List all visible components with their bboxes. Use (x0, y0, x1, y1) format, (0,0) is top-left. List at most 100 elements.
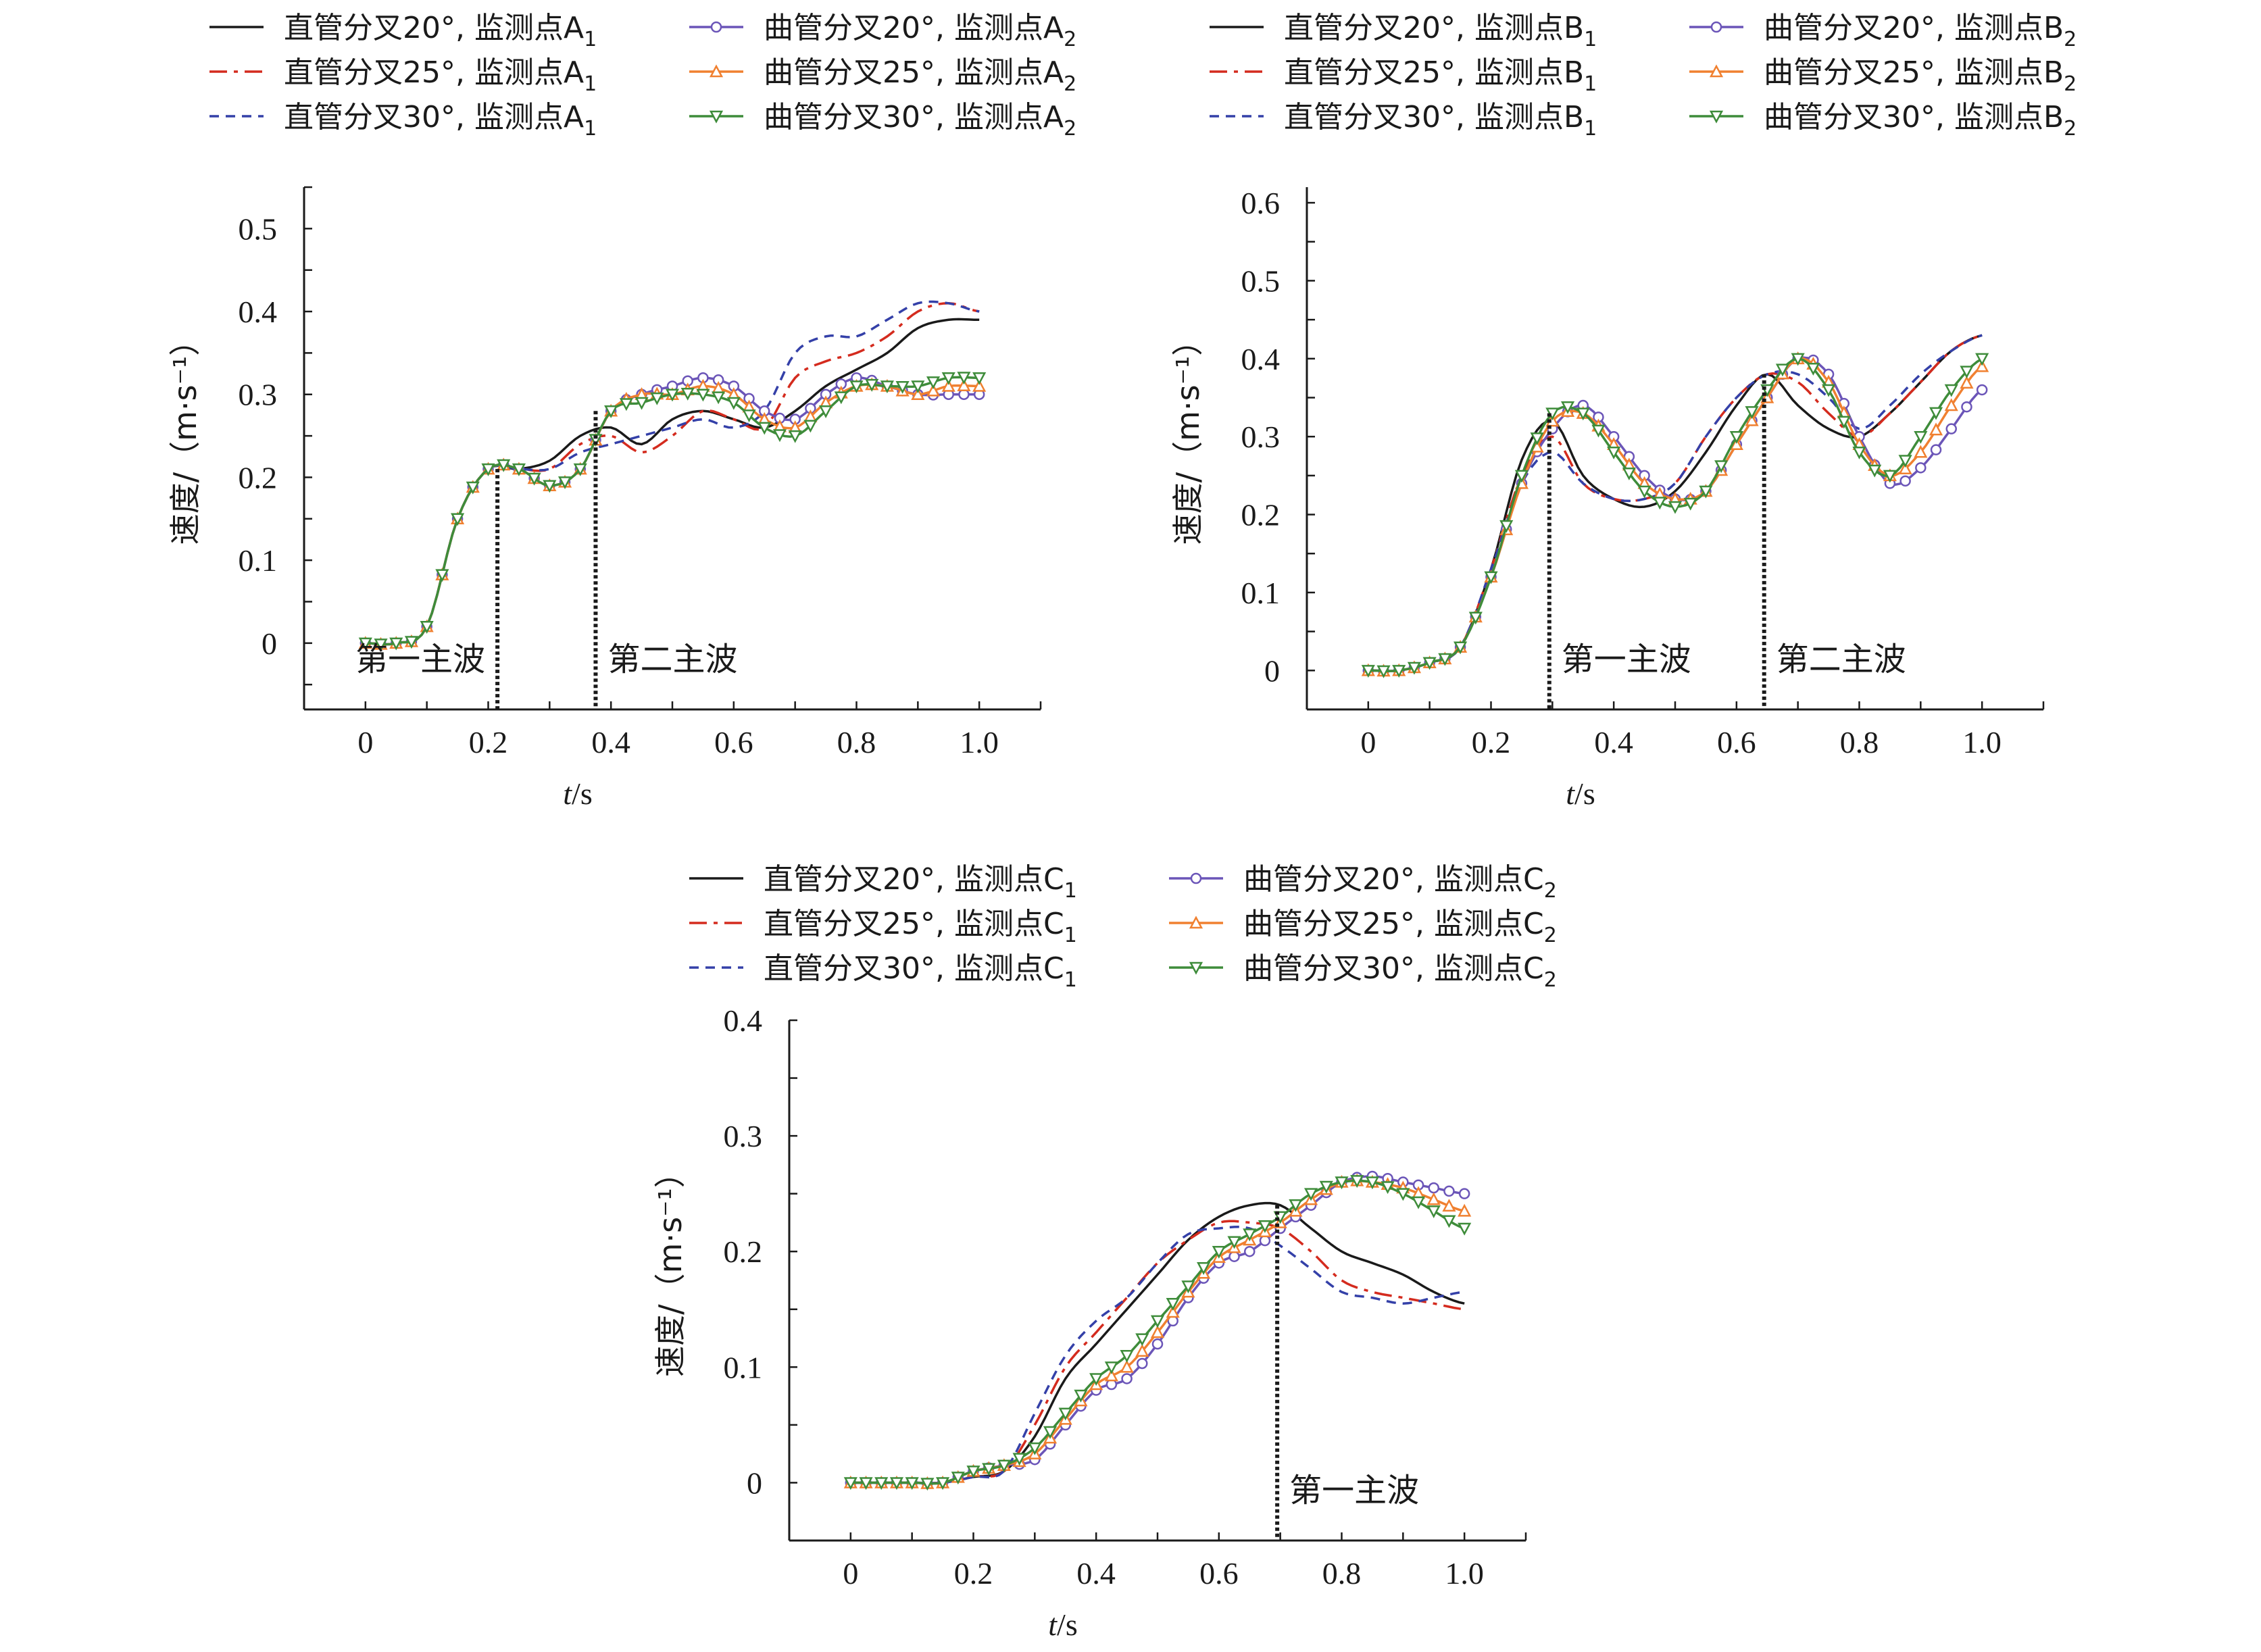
y-axis-label: 速度/（m·s⁻¹） (167, 325, 203, 545)
data-point (1729, 437, 1743, 450)
data-point (358, 637, 372, 651)
legend-marker (1710, 21, 1722, 33)
data-point (803, 420, 818, 433)
data-point (696, 389, 710, 402)
data-point (1944, 398, 1958, 411)
y-axis-label: 速度/（m·s⁻¹） (1170, 325, 1206, 545)
chart-B: 0 0.2 0.4 0.6 0.8 1.0 0 0.1 0.2 0.3 0.4 0.5 0.6 速度/（m… (1170, 11, 2077, 811)
data-point (1683, 497, 1697, 511)
data-point (1945, 423, 1957, 434)
data-point (1898, 455, 1912, 468)
legend-entry: 曲管分叉30°, 监测点C2 (1243, 951, 1557, 992)
data-point (420, 621, 434, 634)
y-tick-label: 0.2 (1241, 498, 1281, 532)
data-point (1381, 1181, 1395, 1195)
data-point (1422, 657, 1437, 670)
data-point (1089, 1373, 1103, 1386)
wave-annotation: 第二主波 (607, 641, 737, 678)
data-point (874, 1477, 889, 1491)
x-tick-label: 0.4 (1076, 1556, 1116, 1591)
data-point (1120, 1359, 1134, 1373)
data-point (497, 459, 511, 472)
data-point (865, 378, 879, 392)
y-tick-label: 0.1 (724, 1350, 763, 1384)
data-point (1458, 1188, 1470, 1199)
data-point (1227, 1236, 1241, 1249)
data-point (466, 481, 480, 495)
data-point (1197, 1262, 1211, 1275)
x-tick-label: 0.6 (1717, 725, 1756, 759)
series-line-straight_25 (850, 1220, 1465, 1484)
x-tick-label: 0.8 (1322, 1556, 1362, 1591)
data-point (573, 463, 587, 476)
data-point (819, 405, 833, 418)
series-line-curved_20 (365, 376, 980, 646)
data-point (1181, 1280, 1195, 1294)
wave-annotation: 第一主波 (355, 641, 485, 678)
x-tick-label: 1.0 (960, 725, 999, 759)
data-point (911, 380, 925, 394)
x-tick-label: 0 (1360, 725, 1376, 759)
data-point (1914, 445, 1928, 458)
legend-entry: 曲管分叉25°, 监测点A2 (764, 55, 1076, 96)
x-tick-label: 0.4 (1594, 725, 1633, 759)
data-point (742, 409, 756, 423)
series-markers-curved_30 (843, 1175, 1472, 1491)
data-point (512, 463, 526, 476)
legend-entry: 曲管分叉25°, 监测点C2 (1243, 907, 1557, 947)
data-point (966, 1466, 980, 1478)
y-tick-label: 0 (747, 1466, 762, 1500)
data-point (619, 398, 633, 411)
y-tick-label: 0.1 (1241, 576, 1281, 610)
x-tick-label: 1.0 (1962, 725, 2002, 759)
data-point (1915, 462, 1927, 474)
data-point (1976, 384, 1988, 396)
data-point (1407, 661, 1422, 675)
legend-entry: 直管分叉30°, 监测点A1 (284, 100, 597, 141)
legend-entry: 直管分叉25°, 监测点B1 (1284, 55, 1597, 96)
data-point (1289, 1199, 1303, 1212)
data-point (926, 376, 941, 389)
data-point (772, 429, 787, 443)
data-point (1376, 665, 1391, 678)
y-tick-label: 0.2 (239, 460, 278, 495)
data-point (1499, 520, 1514, 533)
series-markers-curved_30 (1361, 353, 1989, 678)
data-point (604, 405, 618, 418)
y-tick-label: 0.4 (724, 1003, 763, 1038)
series-line-straight_30 (365, 300, 980, 646)
data-point (1944, 384, 1958, 397)
data-point (889, 1477, 904, 1491)
legend-entry: 直管分叉20°, 监测点B1 (1284, 11, 1597, 51)
data-point (1150, 1315, 1165, 1328)
data-point (481, 463, 495, 476)
y-tick-label: 0.3 (1241, 420, 1281, 454)
data-point (557, 476, 572, 490)
x-tick-label: 0.6 (1199, 1556, 1239, 1591)
data-point (859, 1477, 873, 1491)
data-point (957, 372, 971, 385)
data-point (1745, 413, 1759, 426)
data-point (1929, 422, 1943, 436)
data-point (589, 434, 603, 447)
y-tick-label: 0 (262, 626, 277, 661)
data-point (1791, 353, 1805, 366)
data-point (1058, 1407, 1072, 1421)
data-point (635, 397, 649, 410)
data-point (1458, 1222, 1472, 1236)
data-point (712, 391, 726, 405)
legend-entry: 直管分叉30°, 监测点C1 (764, 951, 1077, 992)
y-tick-label: 0.4 (239, 295, 278, 329)
data-point (1137, 1357, 1148, 1370)
legend-marker (1709, 64, 1724, 78)
data-point (926, 383, 941, 397)
data-point (543, 480, 557, 493)
data-point (1396, 1188, 1410, 1201)
series-line-straight_20 (365, 318, 980, 646)
data-point (1607, 447, 1621, 459)
data-point (1929, 407, 1943, 420)
data-point (1821, 384, 1836, 397)
data-point (1745, 406, 1759, 420)
